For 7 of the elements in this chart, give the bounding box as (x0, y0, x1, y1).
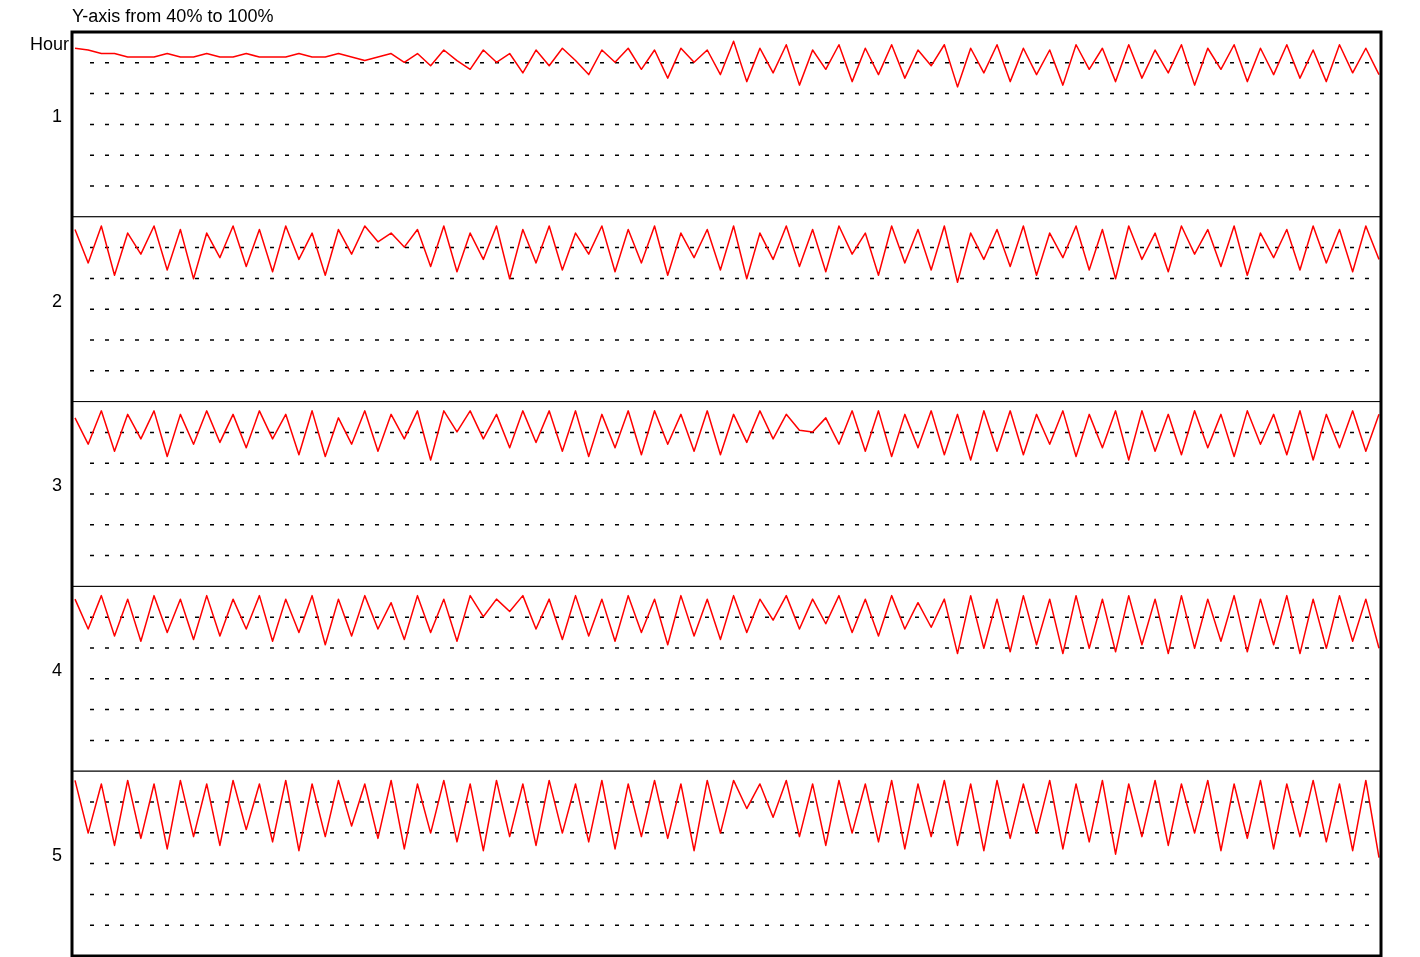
text: Hour (29, 33, 69, 54)
chart-title: Y-axis from 40% to 100% (72, 5, 274, 26)
y-axis-title: 4 (51, 660, 62, 681)
y-axis-title: 1 (51, 105, 62, 126)
y-axis-title: 2 (51, 290, 62, 311)
y-axis-title: 3 (51, 475, 62, 496)
y-axis-title: 5 (51, 844, 62, 865)
